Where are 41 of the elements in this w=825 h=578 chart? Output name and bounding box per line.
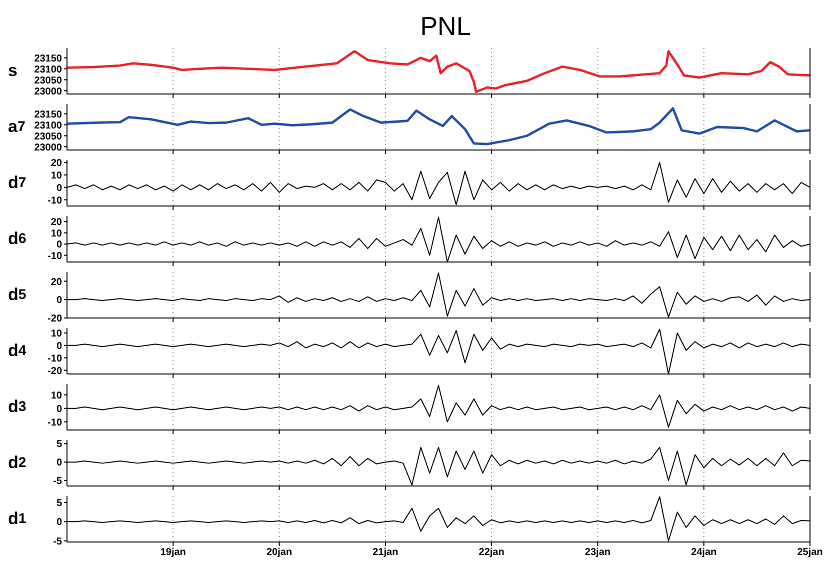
y-tick-label: 0 bbox=[56, 295, 62, 306]
y-tick-label: 0 bbox=[56, 182, 62, 194]
y-tick-label: 23100 bbox=[34, 120, 62, 132]
y-tick-label: -20 bbox=[48, 314, 62, 325]
y-tick-label: 0 bbox=[56, 458, 62, 469]
y-tick-label: 23050 bbox=[34, 131, 62, 142]
y-tick-label: 23050 bbox=[34, 75, 62, 86]
y-tick-label: 23000 bbox=[34, 86, 62, 98]
y-tick-label: 5 bbox=[56, 439, 62, 450]
y-tick-label: 23100 bbox=[34, 64, 62, 76]
y-tick-label: -10 bbox=[48, 195, 62, 206]
y-tick-label: 0 bbox=[56, 340, 62, 352]
y-tick-label: -10 bbox=[48, 250, 62, 262]
x-tick-label: 19jan bbox=[160, 547, 186, 558]
y-tick-label: 20 bbox=[50, 158, 62, 170]
x-tick-label: 24jan bbox=[691, 547, 717, 558]
y-tick-label: -10 bbox=[48, 353, 62, 364]
y-tick-label: 23000 bbox=[34, 142, 62, 154]
x-tick-label: 22jan bbox=[478, 547, 504, 558]
x-tick-label: 20jan bbox=[266, 547, 292, 558]
y-tick-label: -20 bbox=[48, 366, 62, 377]
y-tick-label: -5 bbox=[53, 476, 62, 488]
y-tick-label: 10 bbox=[50, 390, 62, 402]
x-tick-label: 23jan bbox=[584, 547, 611, 558]
y-tick-label: 23150 bbox=[34, 109, 62, 120]
y-tick-label: 0 bbox=[56, 240, 62, 251]
y-tick-label: 10 bbox=[50, 170, 62, 182]
y-tick-label: -5 bbox=[53, 536, 62, 548]
y-tick-label: 5 bbox=[56, 498, 62, 510]
y-tick-label: 20 bbox=[50, 217, 62, 228]
y-tick-label: 20 bbox=[50, 276, 62, 288]
y-tick-label: 0 bbox=[56, 404, 62, 415]
y-tick-label: -10 bbox=[48, 417, 62, 428]
y-tick-label: 10 bbox=[50, 228, 62, 240]
y-tick-label: 10 bbox=[50, 328, 62, 340]
chart-title: PNL bbox=[419, 10, 472, 43]
x-tick-label: 25jan bbox=[797, 547, 823, 558]
y-tick-label: 0 bbox=[56, 517, 62, 528]
x-tick-label: 21jan bbox=[372, 547, 398, 558]
y-axis-title: s bbox=[8, 60, 18, 82]
y-tick-label: 23150 bbox=[34, 53, 62, 64]
